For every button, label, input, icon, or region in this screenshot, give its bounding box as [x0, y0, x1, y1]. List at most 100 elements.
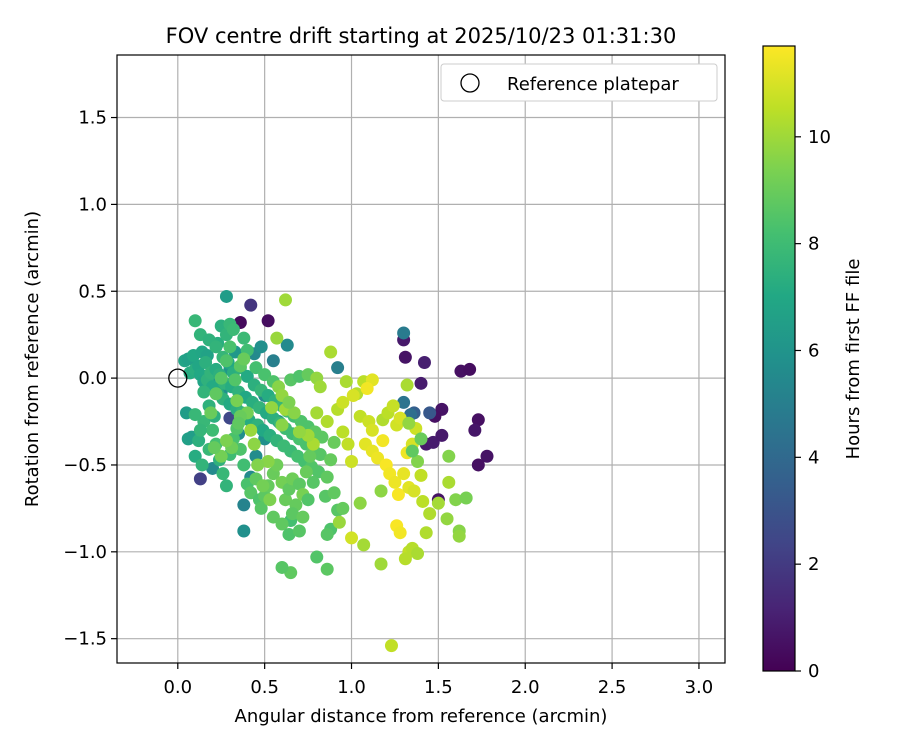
legend-label: Reference platepar — [507, 74, 679, 95]
data-point — [219, 434, 233, 448]
data-point — [468, 423, 482, 437]
data-point — [237, 352, 251, 366]
x-tick-label: 2.5 — [598, 677, 627, 698]
data-point — [345, 454, 359, 468]
data-point — [270, 331, 284, 345]
data-point — [313, 448, 327, 462]
data-point — [188, 314, 202, 328]
data-point — [393, 526, 407, 540]
legend-box — [440, 63, 718, 102]
data-point — [417, 355, 431, 369]
colorbar-tick-label: 10 — [808, 127, 831, 148]
y-axis-ticks: −1.5 −1.0 −0.5 0.0 0.5 1.0 1.5 — [63, 108, 117, 650]
data-point — [388, 475, 402, 489]
data-point — [320, 562, 334, 576]
data-point — [223, 340, 237, 354]
data-point — [301, 493, 315, 507]
data-point — [266, 354, 280, 368]
data-point — [237, 498, 251, 512]
data-point — [480, 449, 494, 463]
data-point — [374, 557, 388, 571]
data-point — [327, 435, 341, 449]
x-tick-label: 1.5 — [424, 677, 453, 698]
colorbar-label: Hours from first FF file — [843, 259, 864, 460]
data-point — [299, 465, 313, 479]
data-point — [365, 423, 379, 437]
data-point — [249, 361, 263, 375]
data-points — [178, 289, 494, 653]
y-tick-label: 1.0 — [78, 194, 107, 215]
data-point — [449, 493, 463, 507]
data-point — [320, 415, 334, 429]
data-point — [398, 350, 412, 364]
data-point — [193, 472, 207, 486]
data-point — [414, 376, 428, 390]
data-point — [397, 467, 411, 481]
data-point — [263, 493, 277, 507]
data-point — [303, 449, 317, 463]
x-axis-ticks: 0.0 0.5 1.0 1.5 2.0 2.5 3.0 — [163, 663, 713, 698]
data-point — [419, 526, 433, 540]
data-point — [346, 388, 360, 402]
data-point — [324, 345, 338, 359]
data-point — [440, 512, 454, 526]
data-point — [209, 340, 223, 354]
data-point — [292, 524, 306, 538]
data-point — [266, 510, 280, 524]
colorbar-tick-label: 6 — [808, 340, 819, 361]
data-point — [386, 399, 400, 413]
data-point — [292, 425, 306, 439]
data-point — [275, 418, 289, 432]
colorbar-tick-label: 4 — [808, 447, 819, 468]
reference-marker — [168, 368, 188, 388]
data-point — [247, 437, 261, 451]
plot-frame — [116, 54, 726, 664]
data-point — [237, 524, 251, 538]
legend: Reference platepar — [440, 63, 718, 102]
data-point — [442, 449, 456, 463]
data-point — [411, 547, 425, 561]
data-point — [336, 425, 350, 439]
data-point — [209, 387, 223, 401]
data-point — [254, 340, 268, 354]
data-point — [206, 423, 220, 437]
data-point — [426, 435, 440, 449]
chart-title: FOV centre drift starting at 2025/10/23 … — [166, 24, 677, 48]
data-point — [214, 449, 228, 463]
x-axis-label: Angular distance from reference (arcmin) — [235, 706, 608, 727]
data-point — [313, 380, 327, 394]
data-point — [216, 467, 230, 481]
y-tick-label: 1.5 — [78, 108, 107, 129]
data-point — [397, 395, 411, 409]
data-point — [199, 355, 213, 369]
data-point — [398, 552, 412, 566]
data-point — [345, 531, 359, 545]
data-point — [384, 639, 398, 653]
data-point — [391, 487, 405, 501]
data-point — [471, 458, 485, 472]
data-point — [452, 529, 466, 543]
data-point — [353, 496, 367, 510]
data-point — [400, 378, 414, 392]
y-tick-label: 0.5 — [78, 281, 107, 302]
data-point — [219, 354, 233, 368]
data-point — [279, 493, 293, 507]
data-point — [258, 368, 272, 382]
data-point — [341, 437, 355, 451]
data-point — [214, 371, 228, 385]
data-point — [188, 408, 202, 422]
data-point — [240, 369, 254, 383]
data-point — [192, 434, 206, 448]
data-point — [188, 449, 202, 463]
data-point — [207, 441, 221, 455]
data-point — [244, 423, 258, 437]
data-point — [371, 451, 385, 465]
colorbar-ticks: 0 2 4 6 8 10 — [795, 127, 831, 682]
data-point — [324, 453, 338, 467]
data-point — [411, 454, 425, 468]
data-point — [282, 482, 296, 496]
data-point — [228, 373, 242, 387]
y-tick-label: −1.0 — [63, 542, 107, 563]
data-point — [195, 458, 209, 472]
